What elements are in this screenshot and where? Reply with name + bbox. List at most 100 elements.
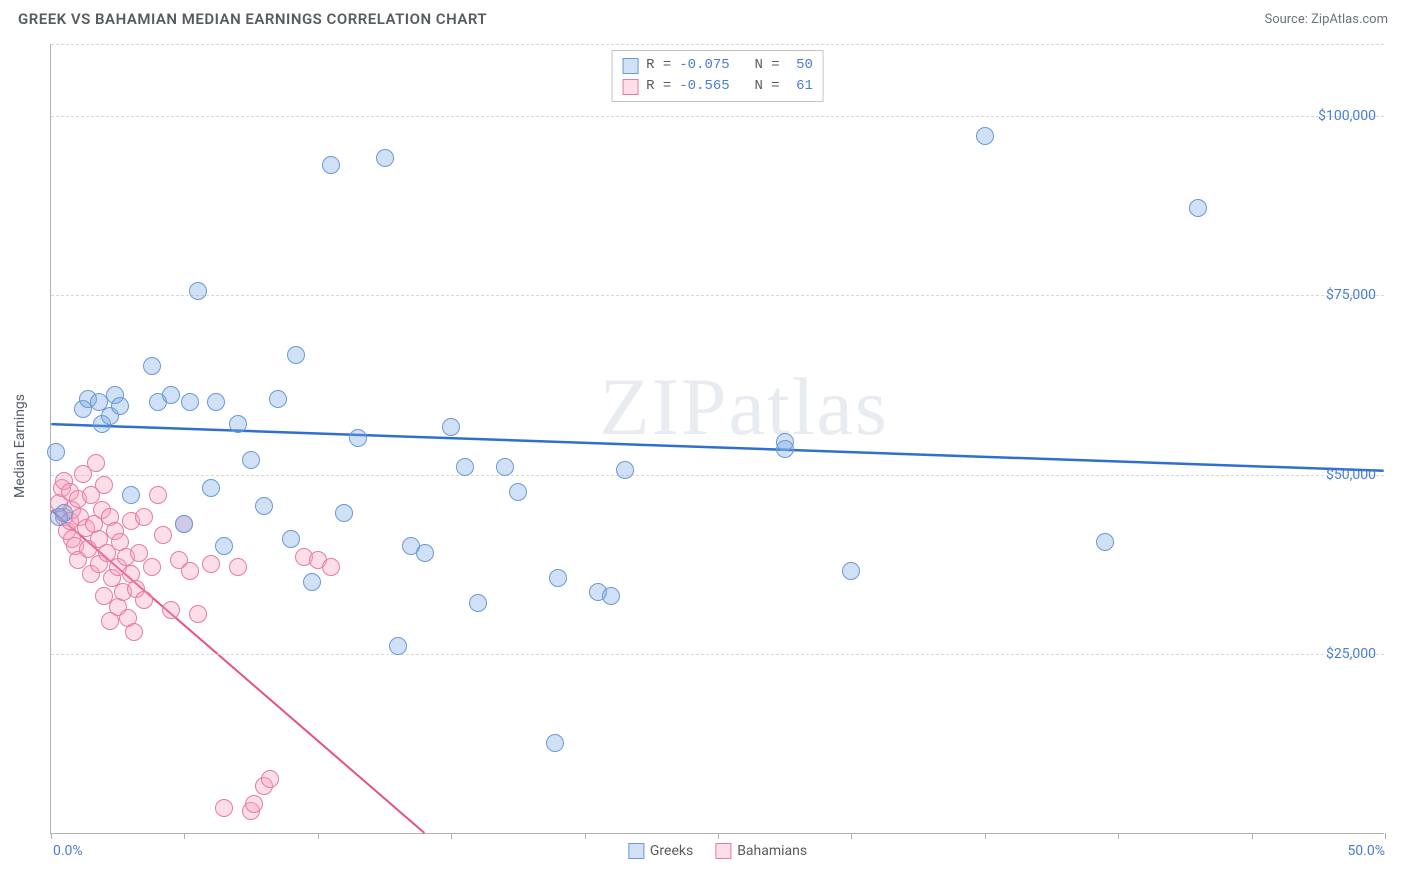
legend-label: Greeks [650,843,693,859]
legend-item: Greeks [628,843,693,859]
data-point [55,504,73,522]
gridline [51,295,1384,296]
data-point [215,799,233,817]
legend-row: R = -0.075 N = 50 [622,55,813,76]
gridline [51,44,1384,45]
data-point [207,393,225,411]
data-point [189,605,207,623]
data-point [87,454,105,472]
x-tick [585,833,586,839]
data-point [602,587,620,605]
data-point [111,397,129,415]
data-point [122,486,140,504]
data-point [143,357,161,375]
legend-r-label: R = [646,76,671,97]
data-point [416,544,434,562]
data-point [143,558,161,576]
x-tick [51,833,52,839]
data-point [335,504,353,522]
data-point [776,440,794,458]
chart-title: GREEK VS BAHAMIAN MEDIAN EARNINGS CORREL… [18,10,487,28]
x-tick-label: 0.0% [53,843,83,859]
data-point [149,486,167,504]
data-point [842,562,860,580]
data-point [616,461,634,479]
data-point [255,497,273,515]
data-point [469,594,487,612]
data-point [202,479,220,497]
legend-swatch [622,79,638,95]
y-tick-label: $100,000 [1318,108,1376,124]
data-point [287,346,305,364]
legend-r-value: -0.075 [679,55,729,76]
x-tick [1118,833,1119,839]
y-tick-label: $50,000 [1326,467,1376,483]
gridline [51,475,1384,476]
trend-lines [51,44,1384,833]
watermark: ZIPatlas [600,360,889,454]
y-tick-label: $75,000 [1326,287,1376,303]
legend-swatch [715,843,731,859]
legend-n-label: N = [738,76,780,97]
x-tick [1385,833,1386,839]
x-tick [318,833,319,839]
x-tick [985,833,986,839]
gridline [51,116,1384,117]
data-point [229,558,247,576]
legend-n-value: 61 [788,76,813,97]
data-point [229,415,247,433]
legend-swatch [622,58,638,74]
data-point [1096,533,1114,551]
legend-item: Bahamians [715,843,807,859]
data-point [162,601,180,619]
x-tick [851,833,852,839]
legend-row: R = -0.565 N = 61 [622,76,813,97]
data-point [322,156,340,174]
series-legend: Greeks Bahamians [628,843,807,859]
x-tick-label: 50.0% [1347,843,1385,859]
y-axis-label: Median Earnings [12,394,28,498]
data-point [261,770,279,788]
legend-r-label: R = [646,55,671,76]
data-point [269,390,287,408]
data-point [442,418,460,436]
data-point [181,562,199,580]
data-point [175,515,193,533]
data-point [549,569,567,587]
data-point [189,282,207,300]
data-point [202,555,220,573]
data-point [546,734,564,752]
data-point [162,386,180,404]
data-point [376,149,394,167]
data-point [282,530,300,548]
plot-area: ZIPatlas R = -0.075 N = 50R = -0.565 N =… [50,44,1384,834]
legend-r-value: -0.565 [679,76,729,97]
x-tick [718,833,719,839]
legend-n-label: N = [738,55,780,76]
data-point [1189,199,1207,217]
data-point [135,591,153,609]
data-point [154,526,172,544]
data-point [130,544,148,562]
data-point [322,558,340,576]
data-point [215,537,233,555]
data-point [976,127,994,145]
data-point [125,623,143,641]
legend-swatch [628,843,644,859]
data-point [303,573,321,591]
data-point [509,483,527,501]
data-point [47,443,65,461]
data-point [349,429,367,447]
x-tick [184,833,185,839]
data-point [496,458,514,476]
data-point [245,795,263,813]
data-point [181,393,199,411]
data-point [95,476,113,494]
legend-n-value: 50 [788,55,813,76]
data-point [242,451,260,469]
legend-label: Bahamians [737,843,807,859]
y-tick-label: $25,000 [1326,646,1376,662]
data-point [135,508,153,526]
data-point [456,458,474,476]
correlation-legend: R = -0.075 N = 50R = -0.565 N = 61 [611,50,824,102]
